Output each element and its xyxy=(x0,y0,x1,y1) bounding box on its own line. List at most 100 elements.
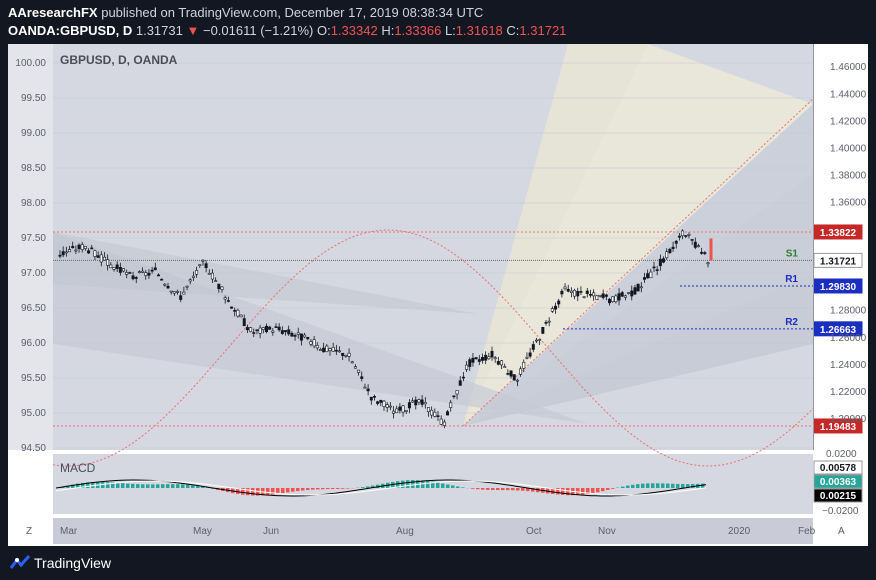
macd-histogram-bar xyxy=(556,488,560,495)
right-axis-tick: 1.28000 xyxy=(830,306,867,317)
right-axis-tick: 1.22000 xyxy=(830,387,867,398)
macd-histogram-bar xyxy=(156,484,160,488)
price-tag-text-4: 1.19483 xyxy=(820,422,857,433)
candle xyxy=(109,262,113,269)
macd-tag-0 xyxy=(813,460,863,475)
candle xyxy=(347,348,351,362)
candle xyxy=(163,283,167,287)
candle xyxy=(608,298,612,306)
tradingview-logo-icon xyxy=(10,555,30,569)
candle xyxy=(496,356,500,366)
macd-histogram-bar xyxy=(121,483,125,488)
candle-body xyxy=(411,400,415,403)
candle-body xyxy=(588,294,592,296)
author-name[interactable]: AAresearchFX xyxy=(8,5,98,20)
candle-body xyxy=(385,404,389,408)
candle-body xyxy=(633,287,637,295)
candle-body xyxy=(671,246,675,249)
candle xyxy=(102,252,106,261)
candle-body xyxy=(693,241,697,248)
candle-body xyxy=(700,251,704,254)
candle xyxy=(471,353,475,367)
candle-body xyxy=(255,329,259,331)
candle-body xyxy=(662,258,666,263)
chart-area[interactable]: 1.33822 S1 1.31721 R1 1.29830 R2 1.26663 1.1948… xyxy=(8,44,868,546)
candle xyxy=(268,325,272,330)
candle xyxy=(112,267,116,272)
level-name-s1: S1 xyxy=(786,248,799,259)
candle xyxy=(706,261,710,268)
macd-histogram-bar xyxy=(671,483,675,488)
candle-body xyxy=(477,359,481,362)
candle xyxy=(226,296,230,303)
candle xyxy=(414,396,418,410)
candle-body xyxy=(433,411,437,417)
candle xyxy=(131,271,135,281)
candle xyxy=(461,371,465,382)
candle-body xyxy=(96,255,100,258)
candle-body xyxy=(122,268,126,272)
candle-body xyxy=(706,262,710,265)
candle xyxy=(144,270,148,280)
candle-body xyxy=(118,266,122,273)
candle xyxy=(547,317,551,327)
candle-body xyxy=(608,298,612,304)
macd-histogram-bar xyxy=(236,488,240,495)
candle-body xyxy=(515,379,519,382)
candle xyxy=(598,294,602,298)
macd-histogram-bar xyxy=(446,484,450,488)
right-axis-tick: 1.24000 xyxy=(830,360,867,371)
candle-body xyxy=(401,405,405,413)
auto-scale-label: A xyxy=(838,526,845,537)
candle-body xyxy=(690,239,694,241)
candle xyxy=(357,369,361,376)
candle-body xyxy=(369,396,373,401)
macd-histogram-bar xyxy=(196,485,200,488)
candle xyxy=(582,296,586,299)
candle xyxy=(182,286,186,295)
candle-body xyxy=(230,306,234,309)
candle-body xyxy=(601,293,605,298)
macd-histogram-bar xyxy=(346,488,350,489)
candle xyxy=(207,269,211,275)
candle-body xyxy=(614,295,618,303)
candle-body xyxy=(71,246,75,249)
candle-body xyxy=(382,400,386,407)
candle-body xyxy=(528,352,532,357)
candle xyxy=(379,399,383,407)
candle-body xyxy=(366,388,370,392)
candle-body xyxy=(598,294,602,297)
candle xyxy=(280,326,284,335)
candle-body xyxy=(566,288,570,292)
candle xyxy=(703,250,707,256)
candle xyxy=(426,407,430,417)
macd-histogram-bar xyxy=(511,488,515,491)
candle-body xyxy=(658,258,662,267)
candle-body xyxy=(522,361,526,369)
candle xyxy=(176,289,180,295)
macd-histogram-bar xyxy=(631,484,635,488)
candle-body xyxy=(280,330,284,334)
macd-histogram-bar xyxy=(406,480,410,488)
candle xyxy=(671,241,675,252)
candle xyxy=(233,307,237,317)
candle xyxy=(642,272,646,283)
candle xyxy=(315,342,319,351)
candle-body xyxy=(201,259,205,262)
candle-body xyxy=(242,318,246,327)
candle xyxy=(687,232,691,239)
candle xyxy=(363,383,367,389)
candle xyxy=(134,276,138,284)
macd-histogram-bar xyxy=(336,488,340,489)
candle xyxy=(318,347,322,351)
candle-body xyxy=(204,263,208,269)
candle-body xyxy=(315,345,319,349)
candle xyxy=(77,243,81,253)
chart-svg[interactable]: 1.33822 S1 1.31721 R1 1.29830 R2 1.26663 1.1948… xyxy=(8,44,868,546)
macd-histogram-bar xyxy=(76,483,80,488)
candle xyxy=(436,411,440,422)
macd-histogram-bar xyxy=(476,488,480,490)
candle-body xyxy=(585,290,589,294)
candle-body xyxy=(322,347,326,353)
candle xyxy=(693,237,697,250)
